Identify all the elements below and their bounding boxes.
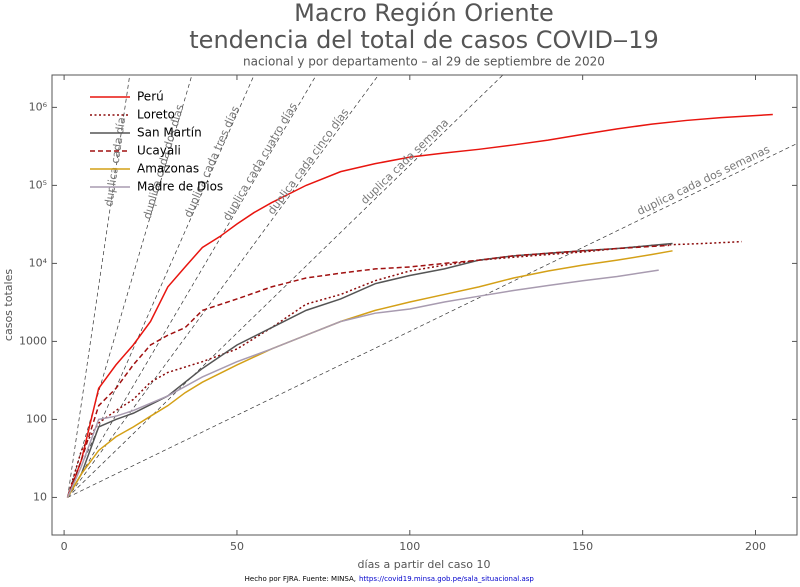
legend-label: Ucayali (137, 144, 181, 158)
x-tick-label: 150 (572, 540, 593, 553)
plot-frame (51, 74, 798, 536)
reference-line (67, 75, 193, 498)
y-tick-label: 100 (26, 412, 47, 425)
y-tick-label: 10⁶ (29, 100, 48, 113)
chart-subtitle: nacional y por departamento – al 29 de s… (243, 55, 605, 69)
reference-line (67, 75, 131, 498)
reference-line (67, 75, 255, 498)
series-line (66, 242, 673, 498)
reference-line (67, 75, 379, 498)
y-tick-label: 10 (33, 490, 47, 503)
reference-line (67, 75, 504, 498)
y-tick-label: 10⁴ (29, 256, 48, 269)
legend-label: Madre de Dios (137, 180, 223, 194)
y-axis-label: casos totales (2, 269, 15, 341)
legend-label: San Martín (137, 126, 202, 140)
reference-label: duplica cada día (102, 116, 128, 207)
footer: Hecho por FJRA. Fuente: MINSA, (245, 575, 356, 583)
legend-label: Amazonas (137, 162, 199, 176)
x-tick-label: 0 (61, 540, 68, 553)
y-tick-label: 1000 (19, 334, 47, 347)
series-line (66, 269, 659, 498)
series-line (66, 244, 670, 498)
series-line (66, 240, 742, 498)
legend-label: Loreto (137, 108, 175, 122)
chart-title: tendencia del total de casos COVID‒19 (189, 26, 658, 54)
series-line (66, 250, 673, 498)
reference-label: duplica cada dos semanas (635, 143, 772, 218)
plot-area (66, 75, 797, 498)
x-axis-label: días a partir del caso 10 (358, 558, 491, 571)
y-tick-label: 10⁵ (29, 178, 47, 191)
x-tick-label: 50 (230, 540, 244, 553)
x-tick-label: 100 (399, 540, 420, 553)
footer-link[interactable]: https://covid19.minsa.gob.pe/sala_situac… (359, 575, 534, 583)
legend-label: Perú (137, 90, 164, 104)
reference-line (67, 143, 797, 498)
reference-line (67, 75, 317, 498)
x-tick-label: 200 (745, 540, 766, 553)
reference-label: duplica cada semana (358, 116, 451, 207)
chart-title: Macro Región Oriente (294, 0, 554, 27)
series-line (66, 113, 773, 498)
